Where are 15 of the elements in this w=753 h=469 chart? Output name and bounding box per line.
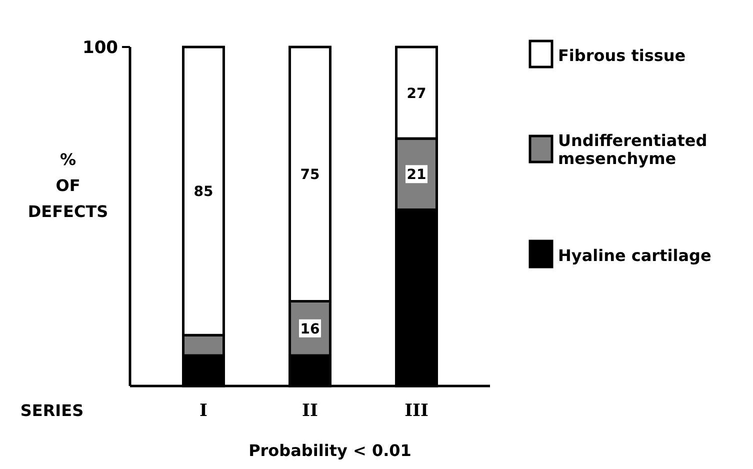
data-label: 85 <box>194 184 214 200</box>
legend-label: Undifferentiated mesenchyme <box>558 131 708 168</box>
x-axis-title: SERIES <box>20 401 84 420</box>
y-axis-title: % OF DEFECTS <box>28 150 108 221</box>
data-label: 75 <box>300 167 320 184</box>
y-tick-label: 100 <box>82 38 118 58</box>
data-label: 16 <box>300 321 320 338</box>
x-tick-label: I <box>200 401 208 421</box>
text: Probability < 0.01 <box>248 441 412 460</box>
x-tick-label: III <box>404 401 428 421</box>
x-tick-label: II <box>302 401 318 421</box>
data-label: 27 <box>406 86 426 102</box>
data-label: 21 <box>406 167 426 184</box>
legend-label: Hyaline cartilage <box>558 246 712 265</box>
legend-label: Fibrous tissue <box>558 46 686 65</box>
